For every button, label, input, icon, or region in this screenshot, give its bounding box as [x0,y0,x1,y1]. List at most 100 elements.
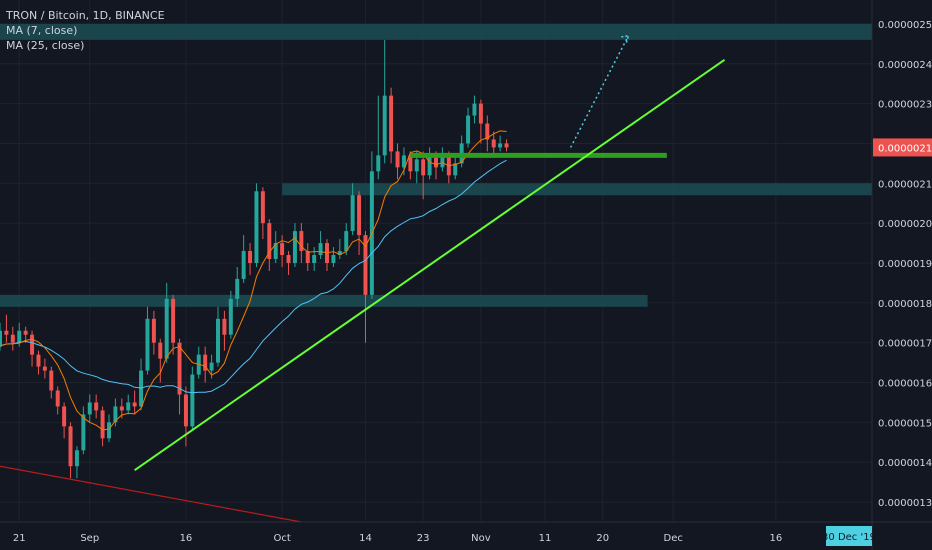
candle-body [472,103,477,116]
candle-body [107,422,111,439]
last-price-label: 0.00000219 [878,143,932,154]
candle-body [267,223,272,260]
ma25-line [0,159,507,394]
candle-body [408,155,413,172]
candle-body [23,330,28,335]
candle-body [183,394,188,427]
candle-body [357,195,362,236]
candle-body [440,155,445,168]
candle-body [222,318,227,335]
time-tick-label: 20 [596,533,609,544]
candle-body [273,243,278,260]
candle-body [81,414,86,451]
candle-body [228,298,233,335]
candle-body [164,298,169,359]
candle-body [171,298,176,343]
candle-body [318,243,323,256]
last-price-badge [873,138,932,157]
time-tick-label: 21 [13,533,26,544]
candle-body [478,103,483,124]
candle-body [132,402,137,407]
candle-body [55,390,60,407]
candle-body [254,191,259,263]
candle-body [286,255,291,263]
candle-body [376,155,381,172]
candle-body [401,155,406,168]
candle-body [337,251,342,256]
candle-body [4,330,9,335]
ma7-line [0,130,507,431]
candle-body [158,342,163,359]
candle-body [126,402,131,411]
red-trendline [0,465,302,523]
time-tick-label: Dec [664,533,683,544]
candle-body [389,95,394,152]
candle-body [280,243,285,256]
candle-body [299,231,304,252]
candle-body [216,318,220,363]
candle-body [177,342,182,395]
support-resistance-zone [282,183,872,196]
candle-body [151,318,156,343]
candle-body [350,195,355,232]
candle-body [260,191,265,224]
candle-body [363,235,368,295]
ma7-legend: MA (7, close) [6,24,78,37]
candle-body [62,406,67,427]
candle-body [119,406,124,411]
candle-body [292,231,297,263]
crosshair-date-badge [826,526,872,546]
candle-body [421,159,426,176]
candle-body [382,95,387,156]
candle-body [466,115,471,144]
crosshair-date-label: 30 Dec '19 [822,532,876,543]
candle-body [30,334,35,355]
candle-body [331,255,336,263]
support-resistance-zone [0,294,648,307]
candle-body [17,330,22,343]
candle-body [68,426,73,467]
time-tick-label: 16 [180,533,193,544]
candle-body [427,155,432,176]
candle-body [235,278,240,299]
ma25-legend: MA (25, close) [6,39,85,52]
candle-body [209,362,214,371]
candle-body [312,255,317,263]
ascending-trendline [134,58,726,472]
candle-body [491,139,496,148]
projection-arrow [569,35,630,148]
candle-body [414,159,419,172]
time-tick-label: Sep [80,533,99,544]
candle-body [504,143,509,148]
support-resistance-zone [0,23,872,40]
candle-body [94,402,99,411]
candle-body [190,374,195,427]
time-tick-label: 11 [539,533,552,544]
time-tick-label: 16 [769,533,782,544]
time-tick-label: 23 [417,533,430,544]
candle-body [434,155,438,168]
candle-body [36,354,41,367]
candle-body [241,251,246,279]
time-tick-label: 14 [359,533,372,544]
time-tick-label: Oct [273,533,290,544]
candle-body [42,366,47,371]
candle-body [344,231,349,252]
candle-body [453,163,458,176]
candle-body [10,334,15,343]
symbol-title: TRON / Bitcoin, 1D, BINANCE [6,9,165,22]
candle-body [74,450,79,467]
